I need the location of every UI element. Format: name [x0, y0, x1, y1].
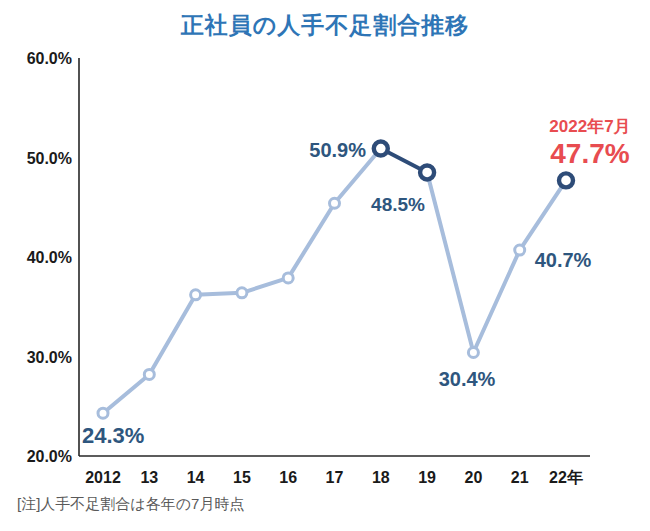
data-point-highlight [420, 165, 434, 179]
line-chart: 60.0% 50.0% 40.0% 30.0% 20.0% 2012 13 14 15 16 17 1… [0, 0, 650, 531]
data-point-label: 40.7% [535, 249, 592, 271]
line-segment [473, 250, 519, 352]
y-axis-tick-label: 60.0% [27, 50, 72, 67]
data-point [98, 408, 108, 418]
data-point-highlight [559, 173, 573, 187]
x-axis-tick-label: 19 [418, 469, 436, 486]
data-point [237, 288, 247, 298]
data-point [468, 348, 478, 358]
line-segment [103, 374, 149, 413]
x-axis-tick-label: 2012 [85, 469, 121, 486]
data-point [144, 369, 154, 379]
line-segment [520, 180, 566, 250]
data-point [283, 273, 293, 283]
y-axis-tick-label: 40.0% [27, 249, 72, 266]
x-axis-tick-label: 20 [465, 469, 483, 486]
annotation-date: 2022年7月 [549, 117, 630, 136]
line-segment [427, 172, 473, 352]
annotation-value: 47.7% [550, 138, 629, 169]
data-point-label: 24.3% [82, 423, 144, 448]
data-point-label: 50.9% [309, 139, 366, 161]
footnote: [注]人手不足割合は各年の7月時点 [17, 495, 244, 514]
data-point [330, 198, 340, 208]
x-axis-tick-label: 16 [279, 469, 297, 486]
x-axis-tick-label: 17 [326, 469, 344, 486]
data-point [191, 290, 201, 300]
y-axis-tick-label: 30.0% [27, 349, 72, 366]
x-axis-tick-label: 18 [372, 469, 390, 486]
line-segment [288, 203, 334, 278]
y-axis-tick-label: 50.0% [27, 150, 72, 167]
data-point [515, 245, 525, 255]
line-segment [242, 278, 288, 293]
data-point-label: 30.4% [439, 368, 496, 390]
y-axis-tick-label: 20.0% [27, 448, 72, 465]
data-point-label: 48.5% [371, 194, 425, 215]
x-axis-tick-label: 15 [233, 469, 251, 486]
x-axis-tick-label: 21 [511, 469, 529, 486]
line-segment [196, 293, 242, 295]
data-point-highlight [374, 142, 388, 156]
line-chart-svg: 60.0% 50.0% 40.0% 30.0% 20.0% 2012 13 14 15 16 17 1… [0, 0, 650, 531]
x-axis-tick-label: 14 [187, 469, 205, 486]
x-axis-tick-label: 22年 [549, 469, 583, 486]
x-axis-tick-label: 13 [140, 469, 158, 486]
chart-page: 正社員の人手不足割合推移 60.0%50.0%40.0%30.0%20.0%20… [0, 0, 650, 531]
line-segment [149, 295, 195, 375]
